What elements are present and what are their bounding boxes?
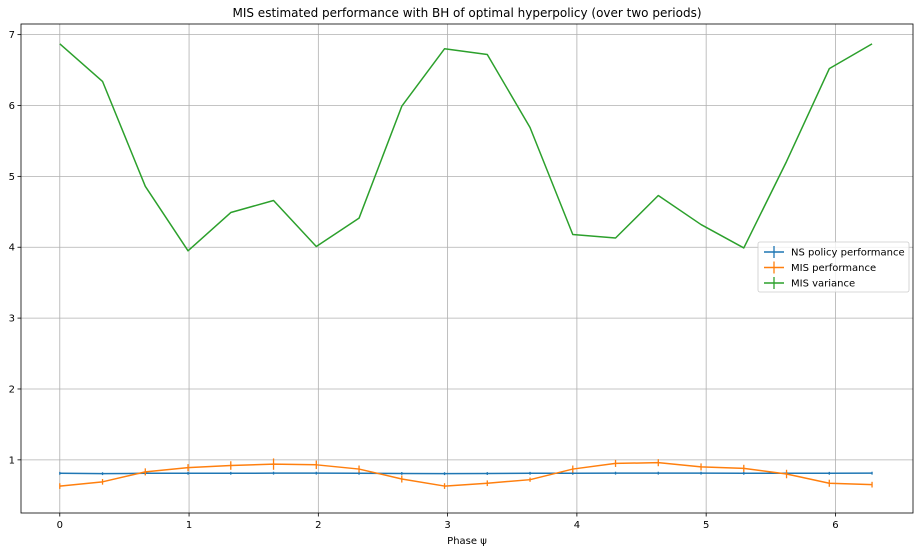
plot-series: [59, 43, 873, 489]
series-mis-variance: [59, 43, 873, 252]
legend-label: MIS performance: [791, 263, 876, 274]
legend-label: MIS variance: [791, 279, 855, 290]
series-ns-policy-performance: [59, 471, 873, 476]
grid: [21, 24, 913, 513]
legend: NS policy performance MIS performance MIS …: [757, 241, 910, 293]
series-line: [59, 461, 873, 487]
y-tick-label: 3: [9, 314, 15, 325]
legend-entry: NS policy performance: [764, 246, 905, 259]
chart-title: MIS estimated performance with BH of opt…: [232, 6, 701, 20]
y-tick-label: 4: [9, 243, 15, 254]
x-tick-label: 0: [57, 520, 63, 531]
y-tick-label: 7: [9, 30, 15, 41]
x-tick-label: 6: [832, 520, 838, 531]
x-tick-label: 5: [703, 520, 709, 531]
plot-frame: [20, 23, 914, 514]
x-tick-label: 3: [444, 520, 450, 531]
x-tick-label: 1: [186, 520, 192, 531]
x-tick-label: 2: [315, 520, 321, 531]
series-line: [59, 43, 873, 252]
x-tick-label: 4: [574, 520, 580, 531]
axis-ticks: 0 1 2 3 4 5 6 1 2 3 4 5 6 7: [9, 30, 839, 531]
y-tick-label: 1: [9, 455, 15, 466]
legend-label: NS policy performance: [791, 248, 905, 259]
series-line: [59, 472, 873, 475]
y-tick-label: 6: [9, 101, 15, 112]
legend-box: [757, 241, 910, 293]
y-tick-label: 5: [9, 172, 15, 183]
series-mis-performance: [59, 458, 873, 489]
legend-entry: MIS performance: [764, 261, 876, 274]
legend-entry: MIS variance: [764, 277, 855, 290]
y-tick-label: 2: [9, 384, 15, 395]
x-axis-label: Phase ψ: [447, 536, 487, 547]
